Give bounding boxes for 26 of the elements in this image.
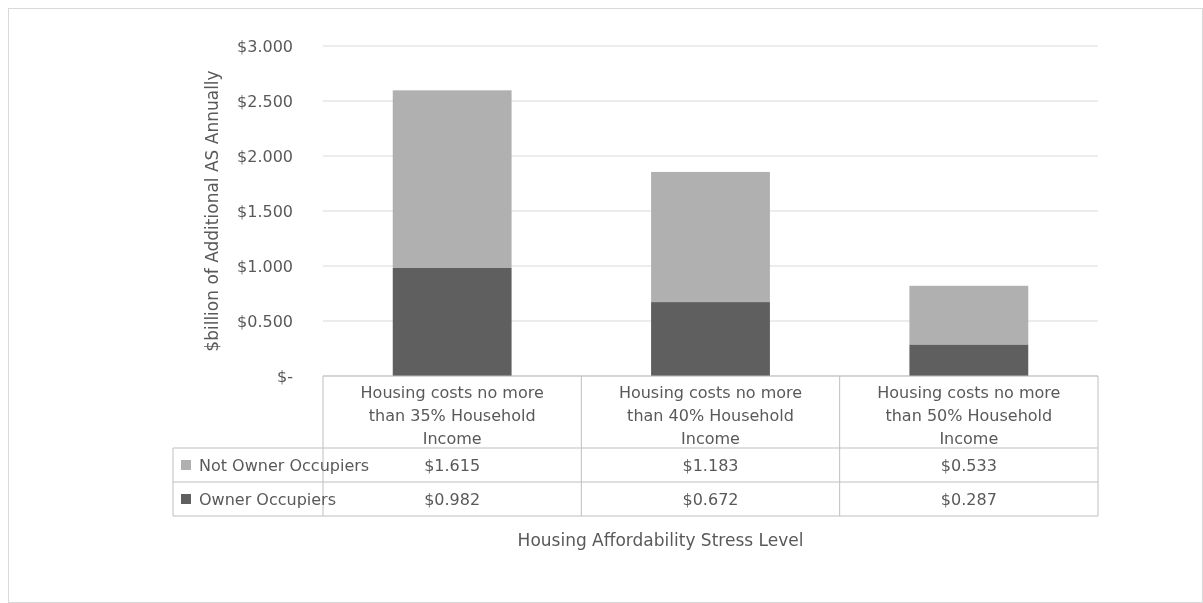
bar bbox=[909, 285, 1029, 345]
legend-label: Not Owner Occupiers bbox=[199, 455, 370, 475]
bar bbox=[909, 344, 1029, 376]
y-tick-label: $3.000 bbox=[237, 36, 293, 56]
x-axis-title: Housing Affordability Stress Level bbox=[517, 530, 804, 550]
y-tick-label: $2.500 bbox=[237, 91, 293, 111]
x-tick-label: Housing costs no more than 40% Household Income bbox=[618, 383, 803, 448]
data-label: $1.183 bbox=[682, 455, 739, 475]
bar bbox=[651, 171, 770, 303]
data-label: $0.982 bbox=[424, 489, 481, 509]
data-label: $0.533 bbox=[940, 455, 997, 475]
data-label: $1.615 bbox=[424, 455, 481, 475]
x-tick-label: Housing costs no more than 35% Household Income bbox=[360, 383, 544, 448]
y-tick-label: $1.500 bbox=[237, 201, 293, 221]
x-tick-label: Housing costs no more than 50% Household Income bbox=[877, 383, 1061, 448]
y-tick-label: $- bbox=[277, 366, 293, 386]
bar bbox=[651, 302, 770, 376]
y-axis-title: $billion of Additional AS Annually bbox=[202, 70, 222, 352]
y-tick-label: $1.000 bbox=[237, 256, 293, 276]
bar bbox=[392, 90, 512, 268]
data-label: $0.287 bbox=[940, 489, 997, 509]
y-tick-label: $0.500 bbox=[237, 311, 293, 331]
y-tick-label: $2.000 bbox=[237, 146, 293, 166]
bar bbox=[392, 267, 512, 376]
data-label: $0.672 bbox=[682, 489, 739, 509]
legend-label: Owner Occupiers bbox=[199, 489, 337, 509]
